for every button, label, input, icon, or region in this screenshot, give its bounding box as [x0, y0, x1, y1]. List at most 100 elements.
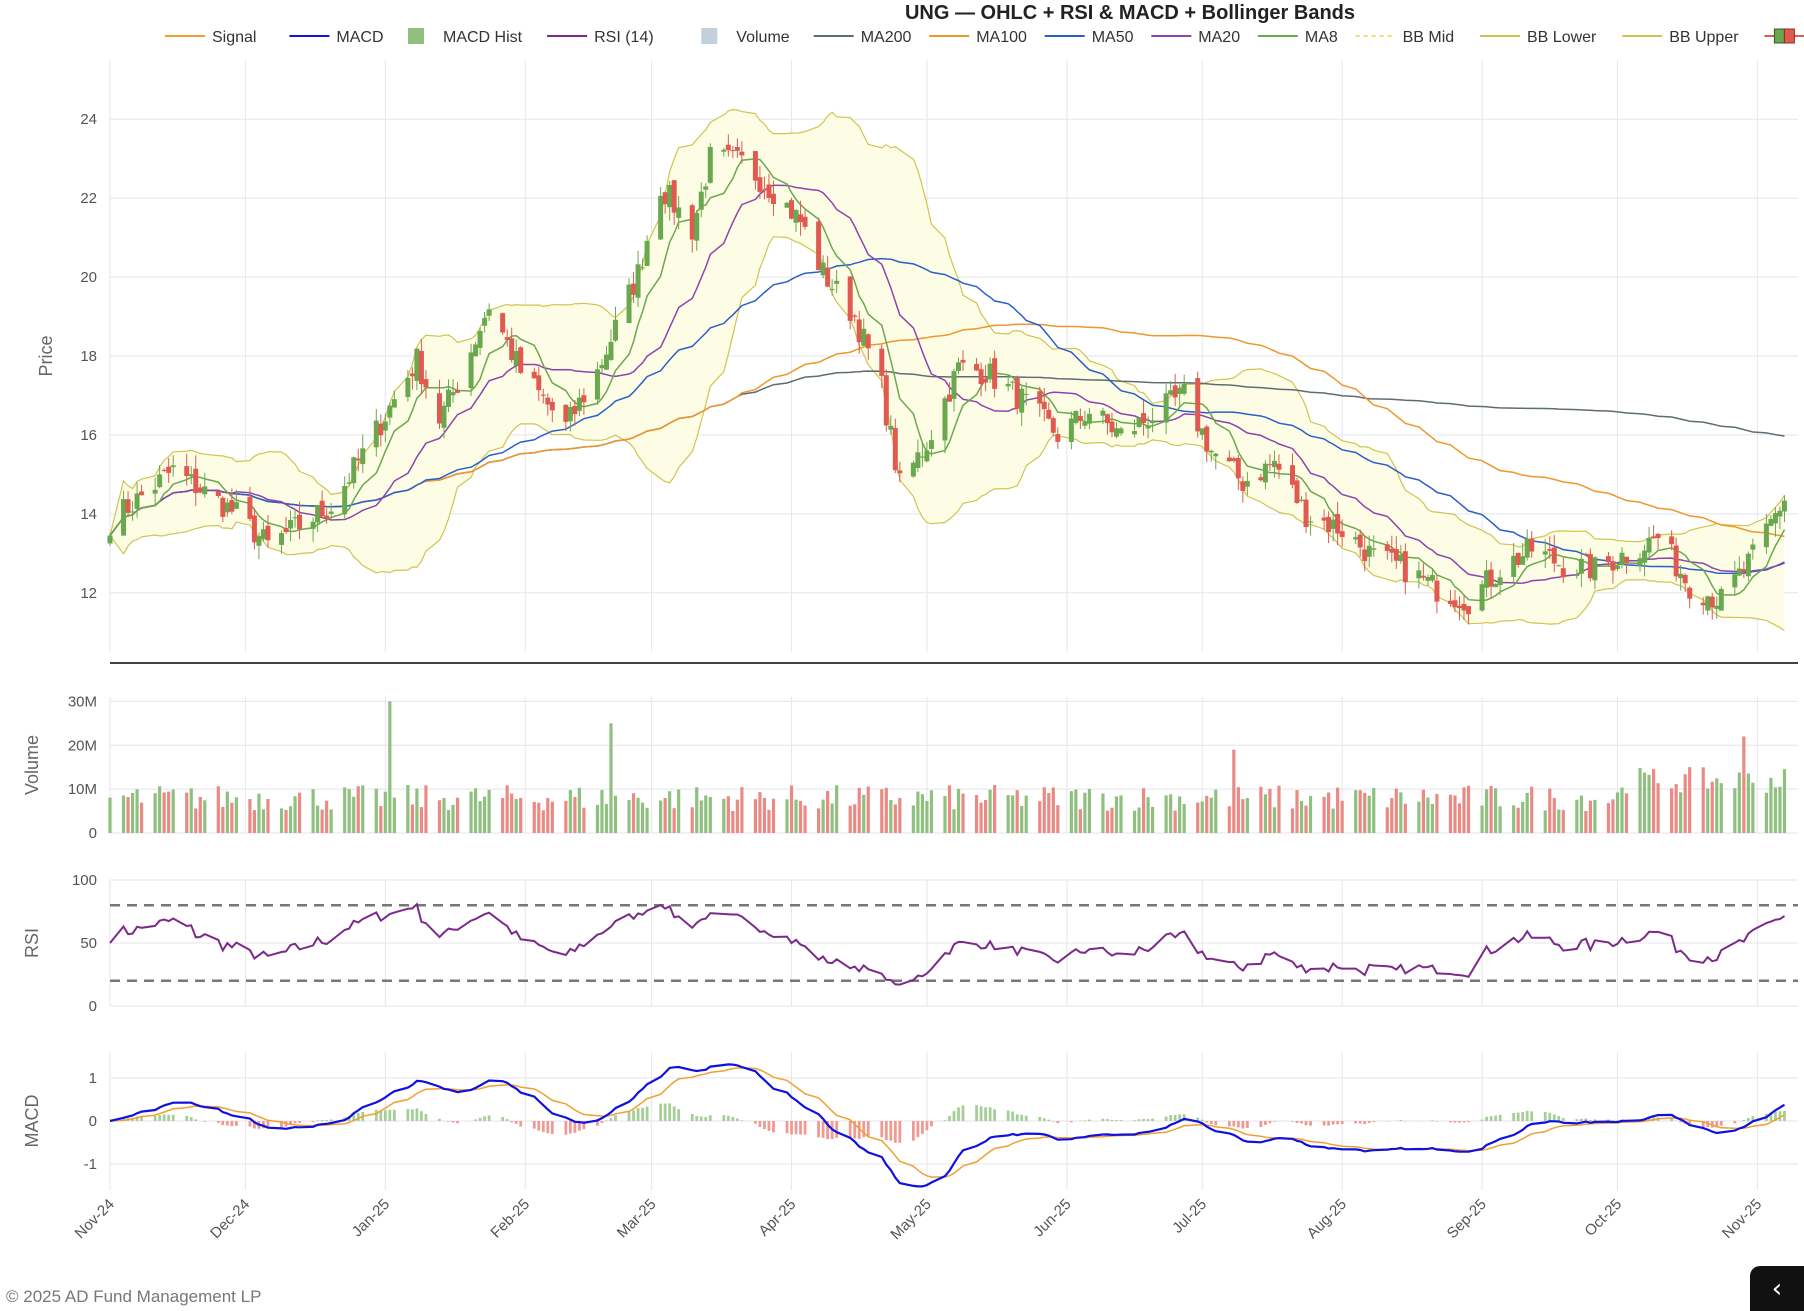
macd-hist-bar	[388, 1109, 392, 1121]
macd-hist-bar	[645, 1106, 649, 1121]
candle-body	[924, 450, 930, 462]
candle-body	[251, 515, 257, 543]
volume-bar	[284, 809, 288, 833]
macd-hist-bar	[1579, 1118, 1583, 1121]
volume-bar	[1164, 795, 1168, 833]
candle-body	[856, 319, 862, 343]
volume-bar	[1367, 795, 1371, 833]
macd-hist-bar	[921, 1121, 924, 1134]
candle-body	[1520, 556, 1526, 565]
candle-body	[576, 397, 582, 411]
volume-bar	[1101, 793, 1105, 833]
macd-hist-bar	[605, 1120, 608, 1121]
volume-bar	[203, 800, 207, 833]
volume-bar	[767, 809, 771, 833]
legend-label: BB Mid	[1403, 29, 1455, 46]
volume-bar	[816, 808, 821, 833]
candle-body	[1678, 573, 1684, 579]
volume-bar	[1047, 793, 1051, 833]
volume-bar	[1638, 768, 1642, 833]
legend-item-ma100: MA100	[929, 29, 1027, 46]
candle-body	[640, 267, 646, 269]
volume-bar	[546, 798, 550, 833]
macd-hist-bar	[582, 1121, 586, 1130]
volume-bar	[1484, 789, 1489, 833]
volume-bar	[325, 800, 329, 833]
volume-bar	[1764, 792, 1769, 833]
volume-bar	[911, 805, 915, 833]
candle-body	[635, 264, 641, 298]
candle-body	[1213, 453, 1219, 457]
macd-hist-bar	[325, 1119, 329, 1121]
volume-bar	[1200, 801, 1204, 833]
macd-hist-bar	[1038, 1116, 1042, 1121]
volume-bar	[1588, 800, 1592, 833]
candle-body	[1204, 426, 1210, 452]
macd-hist-bar	[1372, 1121, 1376, 1123]
volume-bar	[1710, 781, 1714, 833]
candle-body	[1321, 517, 1327, 521]
macd-hist-bar	[799, 1121, 802, 1135]
macd-hist-bar	[1088, 1119, 1091, 1121]
candle-body	[594, 369, 600, 400]
volume-bar	[130, 793, 135, 833]
macd-hist-bar	[194, 1119, 198, 1121]
candle-body	[1583, 553, 1589, 555]
macd-hist-bar	[1209, 1121, 1213, 1125]
macd-hist-bar	[1561, 1117, 1565, 1121]
macd-hist-bar	[609, 1118, 613, 1121]
legend-label: MA100	[976, 29, 1027, 46]
volume-bar	[1137, 807, 1141, 833]
candle-body	[107, 535, 113, 544]
candle-body	[883, 375, 889, 426]
volume-bar	[1435, 793, 1439, 833]
candle-body	[599, 364, 605, 369]
macd-hist-bar	[1521, 1112, 1525, 1121]
volume-bar	[1119, 795, 1123, 833]
candle-body	[455, 389, 461, 393]
macd-hist-bar	[1715, 1121, 1719, 1128]
candle-body	[1393, 548, 1399, 561]
legend-label: BB Lower	[1527, 29, 1597, 46]
volume-bar	[798, 800, 803, 833]
volume-bar	[785, 799, 789, 833]
volume-bar	[663, 797, 667, 833]
volume-bar	[708, 796, 712, 833]
volume-bar	[677, 789, 681, 833]
macd-hist-bar	[266, 1121, 270, 1129]
volume-bar	[636, 797, 640, 833]
volume-bar	[740, 787, 744, 833]
macd-hist-bar	[1607, 1119, 1610, 1121]
candle-body	[1673, 545, 1679, 577]
volume-bar	[153, 793, 157, 833]
candle-body	[184, 466, 190, 477]
macd-hist-bar	[162, 1114, 166, 1121]
macd-hist-bar	[135, 1116, 139, 1121]
candle-body	[829, 289, 835, 291]
macd-hist-bar	[424, 1113, 428, 1121]
volume-bar	[261, 809, 266, 833]
candle-body	[1023, 393, 1029, 395]
macd-hist-bar	[1024, 1115, 1028, 1121]
legend-item-bb-upper: BB Upper	[1622, 29, 1739, 46]
candle-body	[1750, 544, 1756, 550]
candle-body	[1050, 418, 1056, 433]
candle-body	[134, 493, 140, 509]
volume-bar	[162, 792, 166, 833]
macd-hist-bar	[1291, 1121, 1294, 1122]
volume-bar	[1358, 790, 1362, 833]
candle-body	[1551, 547, 1557, 564]
volume-bar	[1719, 783, 1723, 833]
candle-body	[694, 213, 700, 241]
macd-hist-bar	[889, 1121, 893, 1141]
candle-body	[540, 394, 546, 396]
candle-body	[1434, 580, 1440, 602]
volume-bar	[988, 789, 992, 833]
chevron-left-icon[interactable]: ‹	[1750, 1266, 1804, 1311]
candle-body	[671, 180, 677, 213]
volume-bar	[234, 797, 238, 833]
macd-hist-bar	[758, 1121, 762, 1128]
candle-body	[689, 205, 695, 240]
volume-bar	[1421, 789, 1425, 833]
